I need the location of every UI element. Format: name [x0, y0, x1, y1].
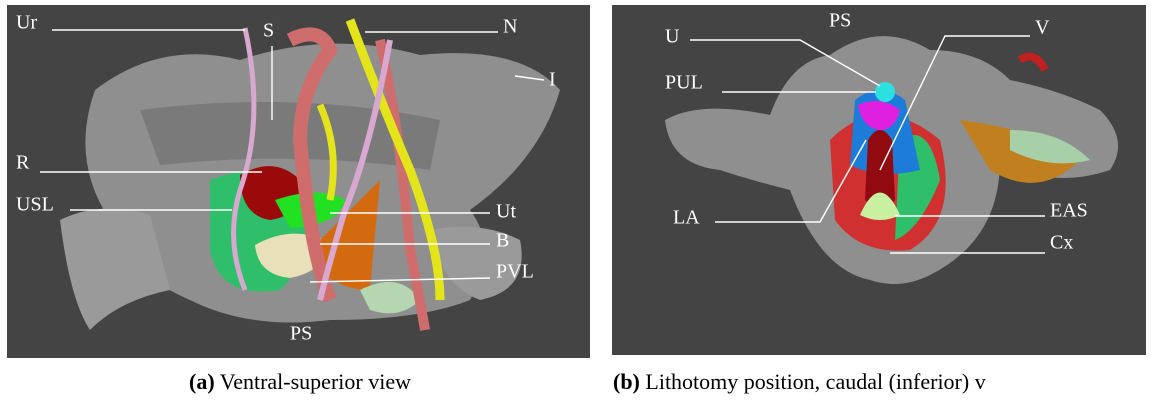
label: V — [1035, 17, 1050, 39]
caption-text: Lithotomy position, caudal (inferior) v — [645, 369, 985, 394]
label: Cx — [1050, 232, 1073, 254]
label: R — [16, 152, 30, 174]
label: U — [665, 26, 680, 48]
caption: (b) Lithotomy position, caudal (inferior… — [613, 369, 986, 394]
label: PVL — [496, 261, 534, 283]
label: EAS — [1050, 200, 1088, 222]
label: Ur — [16, 12, 37, 34]
caption-tag: (b) — [613, 369, 640, 394]
caption: (a) Ventral-superior view — [189, 369, 411, 394]
label: Ut — [496, 201, 516, 223]
panel-a-image — [7, 5, 590, 358]
caption-text: Ventral-superior view — [220, 369, 411, 394]
label: PUL — [665, 72, 703, 94]
label: S — [263, 20, 274, 42]
panel-b-image — [612, 5, 1146, 355]
label: N — [503, 16, 517, 38]
caption-tag: (a) — [189, 369, 215, 394]
figure: Ur S N I R USL Ut B PVL PS U PS V PUL LA… — [0, 0, 1151, 410]
label: PS — [290, 323, 312, 345]
label: LA — [673, 207, 700, 229]
label: PS — [829, 10, 851, 32]
label: USL — [16, 194, 54, 216]
label: B — [496, 230, 509, 252]
label: I — [549, 69, 556, 91]
